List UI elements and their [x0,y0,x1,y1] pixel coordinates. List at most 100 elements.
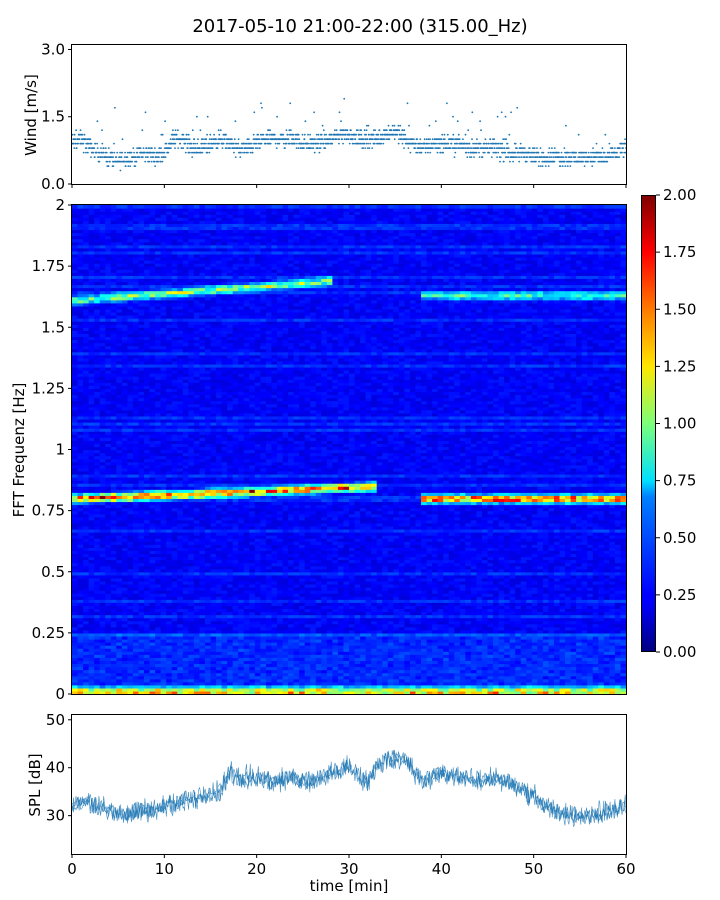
wind-point [182,147,185,150]
wind-point [603,151,606,154]
wind-y-axis-label: Wind [m/s] [22,74,40,156]
wind-point [149,147,151,150]
wind-point [416,138,418,141]
wind-point [229,147,232,150]
wind-point [365,129,368,132]
wind-point [548,147,551,150]
wind-point [149,156,152,159]
wind-point [211,138,213,141]
wind-point [473,156,475,159]
wind-point [285,129,288,132]
wind-point [319,138,321,141]
wind-point [479,142,482,145]
wind-point [442,151,444,154]
wind-point [152,156,155,159]
wind-point [144,156,147,159]
wind-point [221,138,224,141]
wind-point [184,142,187,145]
wind-point [587,160,589,163]
wind-point [413,138,415,141]
wind-point [116,151,119,154]
wind-point [177,129,179,132]
wind-point [583,165,586,168]
wind-point [159,160,162,163]
wind-point [221,147,224,150]
wind-point [169,138,172,141]
wind-point [240,151,242,154]
wind-point [255,142,258,145]
wind-point [317,142,320,145]
wind-point [330,133,333,136]
wind-point [264,142,267,145]
wind-point [96,142,98,145]
wind-point [77,142,79,145]
wind-point [282,142,285,145]
wind-point [251,151,254,154]
wind-point [74,138,77,141]
wind-point [312,138,314,141]
wind-point [104,147,107,150]
wind-point [79,129,82,132]
wind-point [141,129,144,132]
wind-point [360,133,363,136]
spectrogram-cells [72,205,627,695]
wind-point [502,160,505,163]
wind-point [570,156,573,159]
wind-point [505,138,507,141]
wind-point [470,156,473,159]
wind-point [611,147,614,150]
wind-point [452,115,454,118]
wind-point [123,156,126,159]
wind-point [262,133,265,136]
wind-point [443,138,446,141]
wind-point [167,151,170,154]
wind-point [355,133,357,136]
wind-point [464,133,467,136]
wind-point [587,151,590,154]
wind-point [232,142,235,145]
wind-point [197,138,199,141]
wind-point [338,111,341,114]
wind-point [489,138,492,141]
wind-point [185,138,188,141]
wind-point [323,133,326,136]
wind-point [486,147,489,150]
wind-point [73,147,76,150]
wind-point [84,138,87,141]
wind-point [274,142,277,145]
wind-point [542,151,545,154]
wind-point [177,147,180,150]
wind-point [536,147,538,150]
wind-point [453,138,455,141]
wind-point [295,147,298,150]
wind-point [90,142,93,145]
wind-point [243,142,246,145]
wind-point [537,151,540,154]
wind-point [150,151,153,154]
wind-point [504,115,507,118]
wind-point [380,142,383,145]
wind-point [111,151,114,154]
wind-point [179,142,182,145]
wind-point [321,124,324,127]
wind-point [257,133,259,136]
wind-point [302,142,305,145]
wind-point [512,160,514,163]
wind-point [393,138,396,141]
wind-point [314,138,316,141]
wind-point [96,147,99,150]
wind-point [453,156,456,159]
wind-point [396,133,399,136]
wind-point [567,151,570,154]
wind-point [499,160,501,163]
wind-point [237,138,240,141]
wind-point [329,138,332,141]
wind-point [553,160,556,163]
wind-point [353,142,355,145]
wind-point [249,142,252,145]
wind-point [120,156,123,159]
wind-point [446,133,449,136]
wind-point [397,124,400,127]
wind-point [493,147,496,150]
wind-point [323,138,326,141]
